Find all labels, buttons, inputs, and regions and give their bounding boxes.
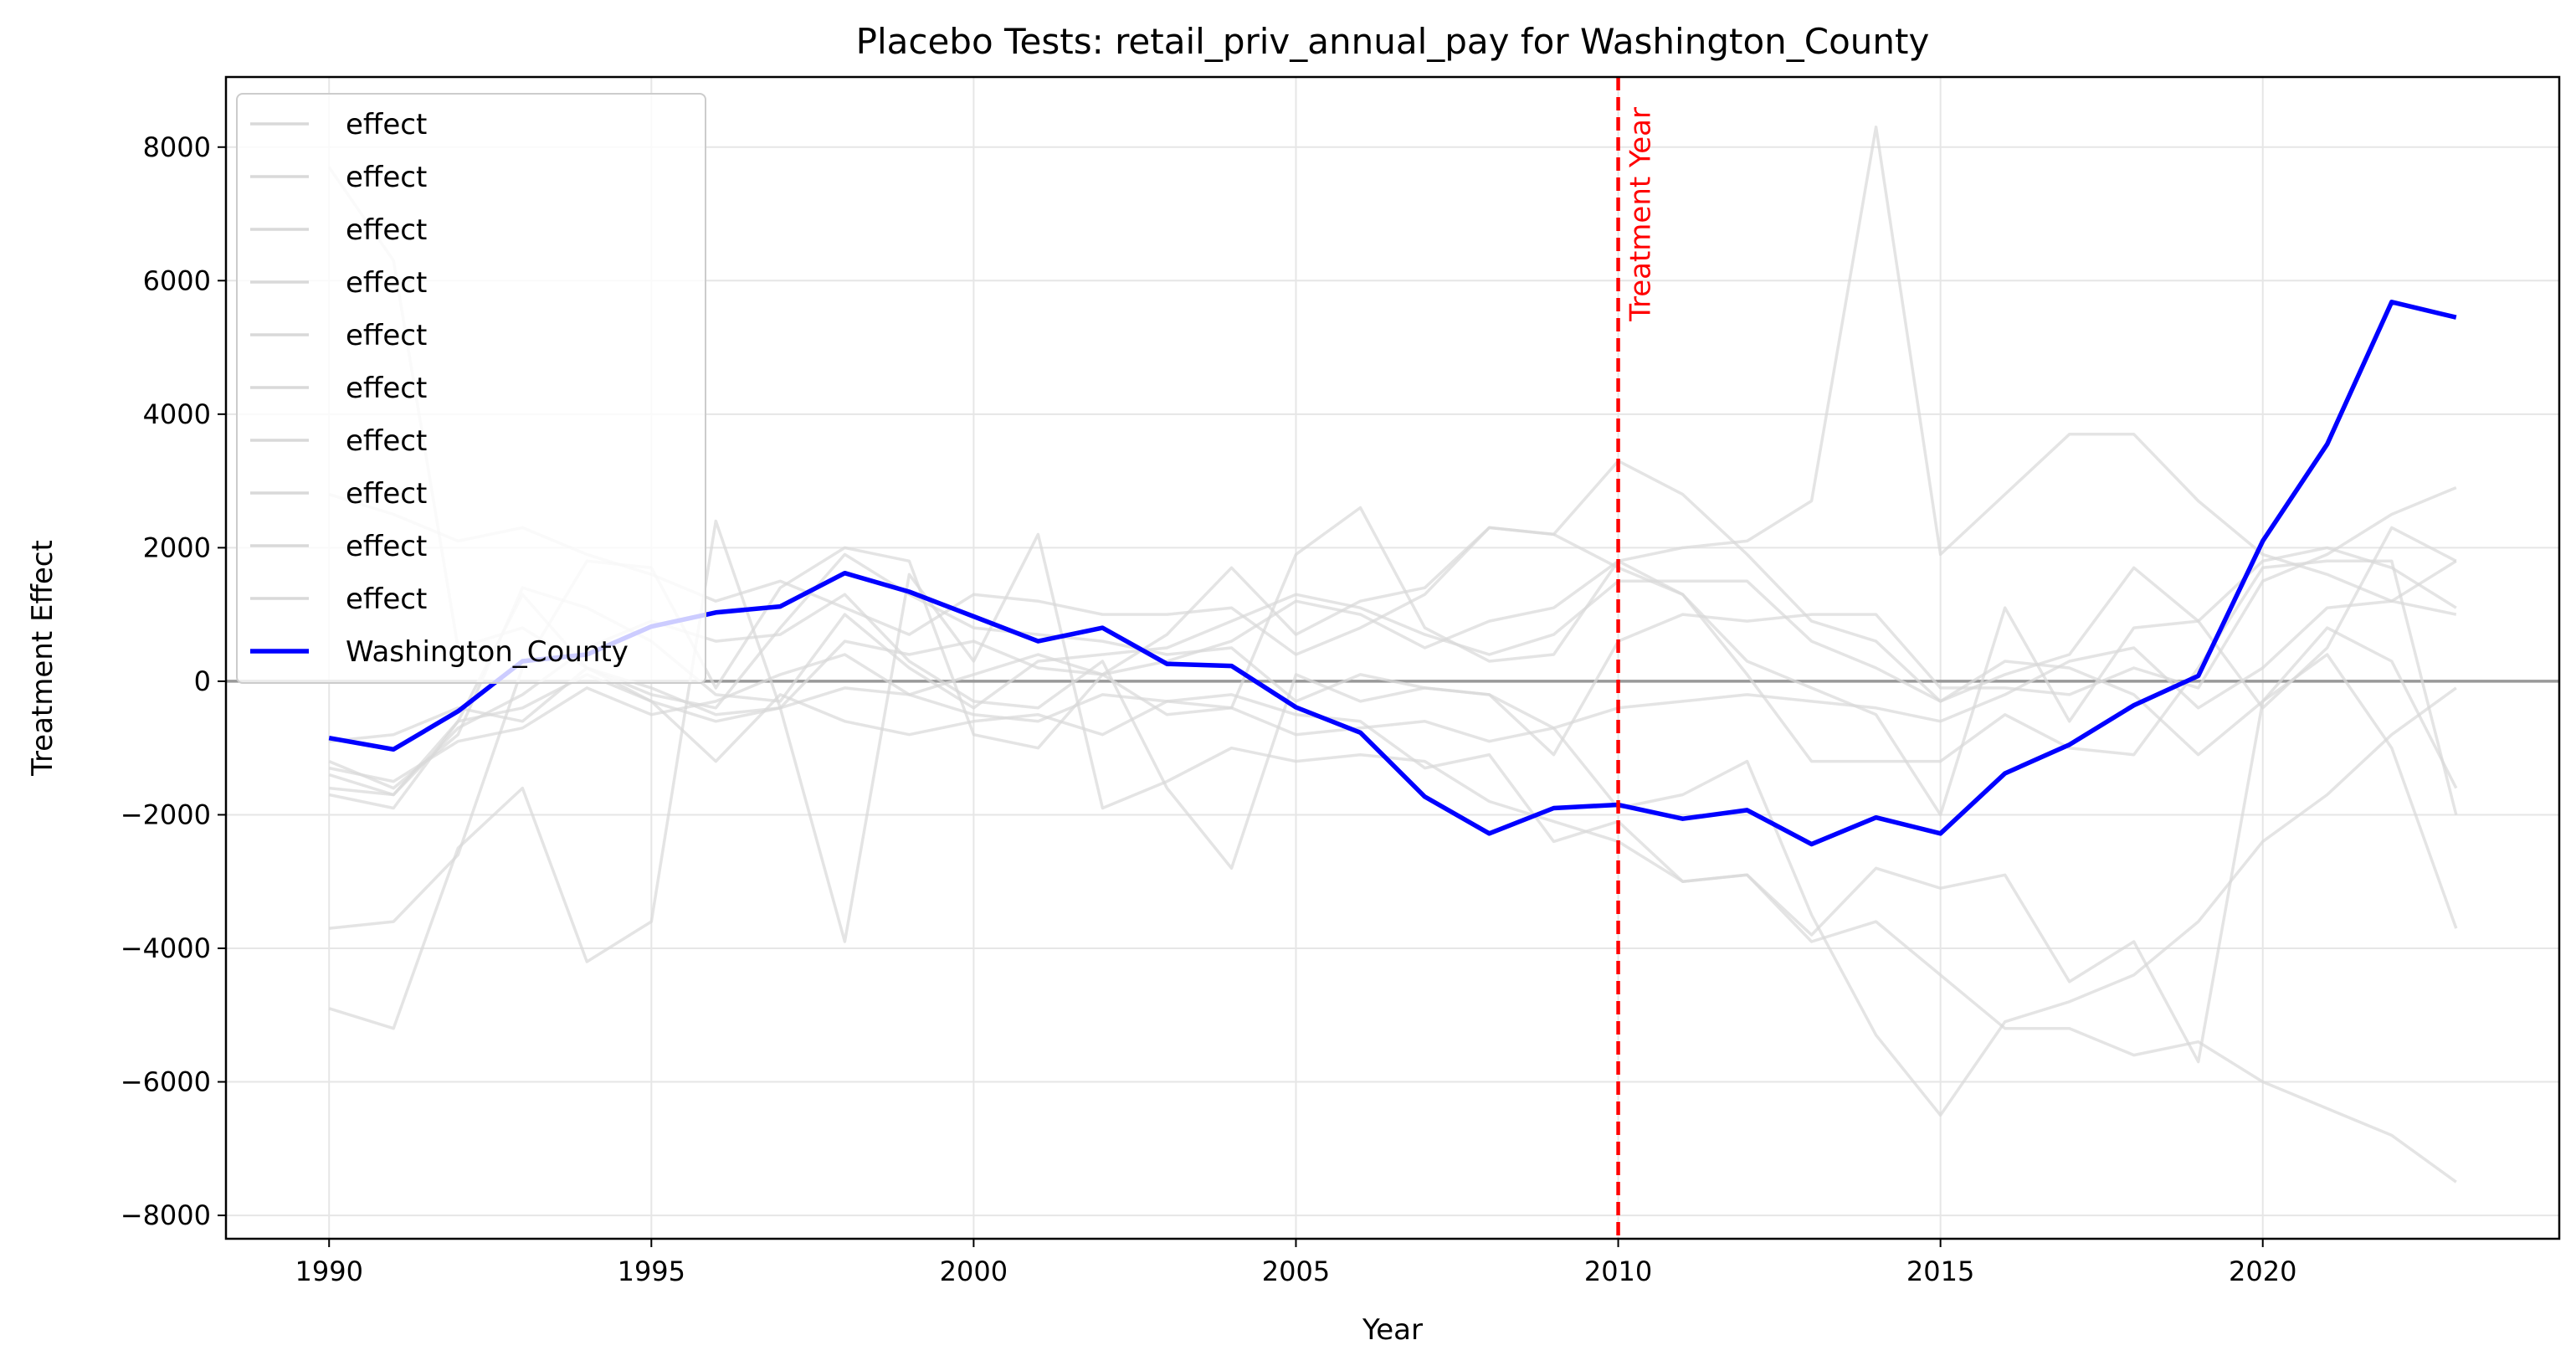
y-tick-label: −6000: [121, 1066, 211, 1098]
x-tick-label: 2020: [2229, 1255, 2296, 1287]
y-tick-label: 0: [194, 665, 211, 697]
y-tick-label: 6000: [143, 264, 211, 296]
y-tick-label: 2000: [143, 531, 211, 563]
legend-entry: effect: [346, 477, 427, 511]
legend-entry: effect: [346, 372, 427, 405]
treatment-year-label: Treatment Year: [1624, 107, 1658, 322]
y-tick-label: −2000: [121, 798, 211, 830]
legend-entry: effect: [346, 266, 427, 300]
y-tick-label: 4000: [143, 398, 211, 430]
y-axis-ticks: −8000 −6000 −4000 −2000 0 2000 4000 6000 8000: [121, 131, 226, 1231]
x-tick-label: 1995: [618, 1255, 685, 1287]
legend-entry: effect: [346, 530, 427, 563]
legend: effect effect effect effect effect effect effe…: [236, 93, 706, 684]
legend-entry: effect: [346, 424, 427, 458]
treatment-marker-group: Treatment Year: [1616, 77, 1658, 1239]
y-tick-label: −8000: [121, 1199, 211, 1231]
y-tick-label: 8000: [143, 131, 211, 163]
grid: [226, 77, 2559, 1239]
legend-entry: effect: [346, 108, 427, 141]
legend-entry: effect: [346, 319, 427, 352]
legend-entry: effect: [346, 213, 427, 247]
x-axis-label: Year: [1362, 1313, 1423, 1347]
x-tick-label: 1990: [295, 1255, 363, 1287]
legend-box: [236, 93, 706, 684]
x-tick-label: 2010: [1584, 1255, 1652, 1287]
placebo-series-line-1: [328, 559, 2457, 810]
plot-frame: [224, 75, 2561, 1240]
x-tick-label: 2000: [940, 1255, 1008, 1287]
placebo-series-line-5: [328, 519, 2457, 1184]
placebo-series-line-6: [327, 166, 2457, 1117]
y-tick-label: −4000: [121, 932, 211, 964]
x-tick-label: 2005: [1262, 1255, 1330, 1287]
legend-entry: effect: [346, 583, 427, 616]
chart-title: Placebo Tests: retail_priv_annual_pay fo…: [856, 21, 1930, 62]
placebo-series-line-7: [329, 653, 2458, 1064]
y-axis-label: Treatment Effect: [26, 540, 59, 777]
legend-entry: effect: [346, 161, 427, 194]
legend-entry: Washington_County: [346, 635, 629, 669]
x-tick-label: 2015: [1906, 1255, 1974, 1287]
x-axis-ticks: 1990 1995 2000 2005 2010 2015 2020: [295, 1239, 2296, 1287]
